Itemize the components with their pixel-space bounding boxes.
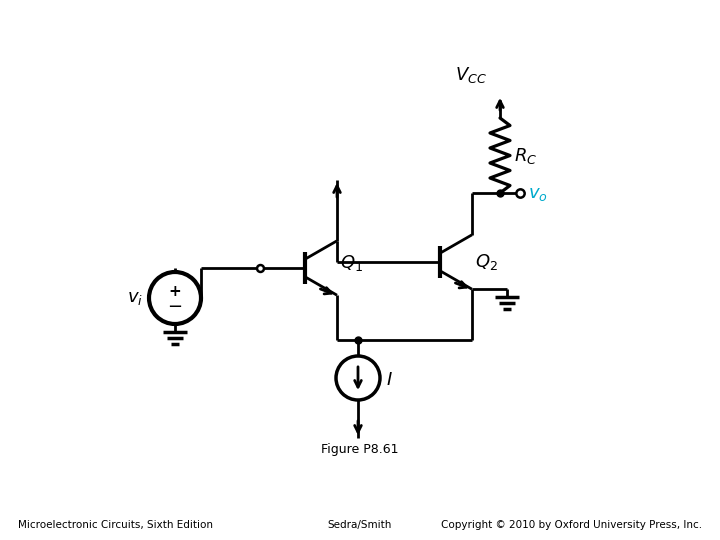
Text: −: − (168, 298, 183, 316)
Text: $v_i$: $v_i$ (127, 289, 143, 307)
Text: Sedra/Smith: Sedra/Smith (328, 520, 392, 530)
Text: +: + (168, 284, 181, 299)
Text: $Q_2$: $Q_2$ (475, 252, 498, 272)
Text: $v_o$: $v_o$ (528, 185, 548, 203)
Text: Figure P8.61: Figure P8.61 (321, 443, 399, 456)
Text: $R_C$: $R_C$ (514, 145, 537, 165)
Text: Copyright © 2010 by Oxford University Press, Inc.: Copyright © 2010 by Oxford University Pr… (441, 520, 702, 530)
Text: $V_{CC}$: $V_{CC}$ (455, 65, 487, 85)
Text: $Q_1$: $Q_1$ (340, 253, 363, 273)
Text: $I$: $I$ (386, 371, 393, 389)
Text: Microelectronic Circuits, Sixth Edition: Microelectronic Circuits, Sixth Edition (18, 520, 213, 530)
